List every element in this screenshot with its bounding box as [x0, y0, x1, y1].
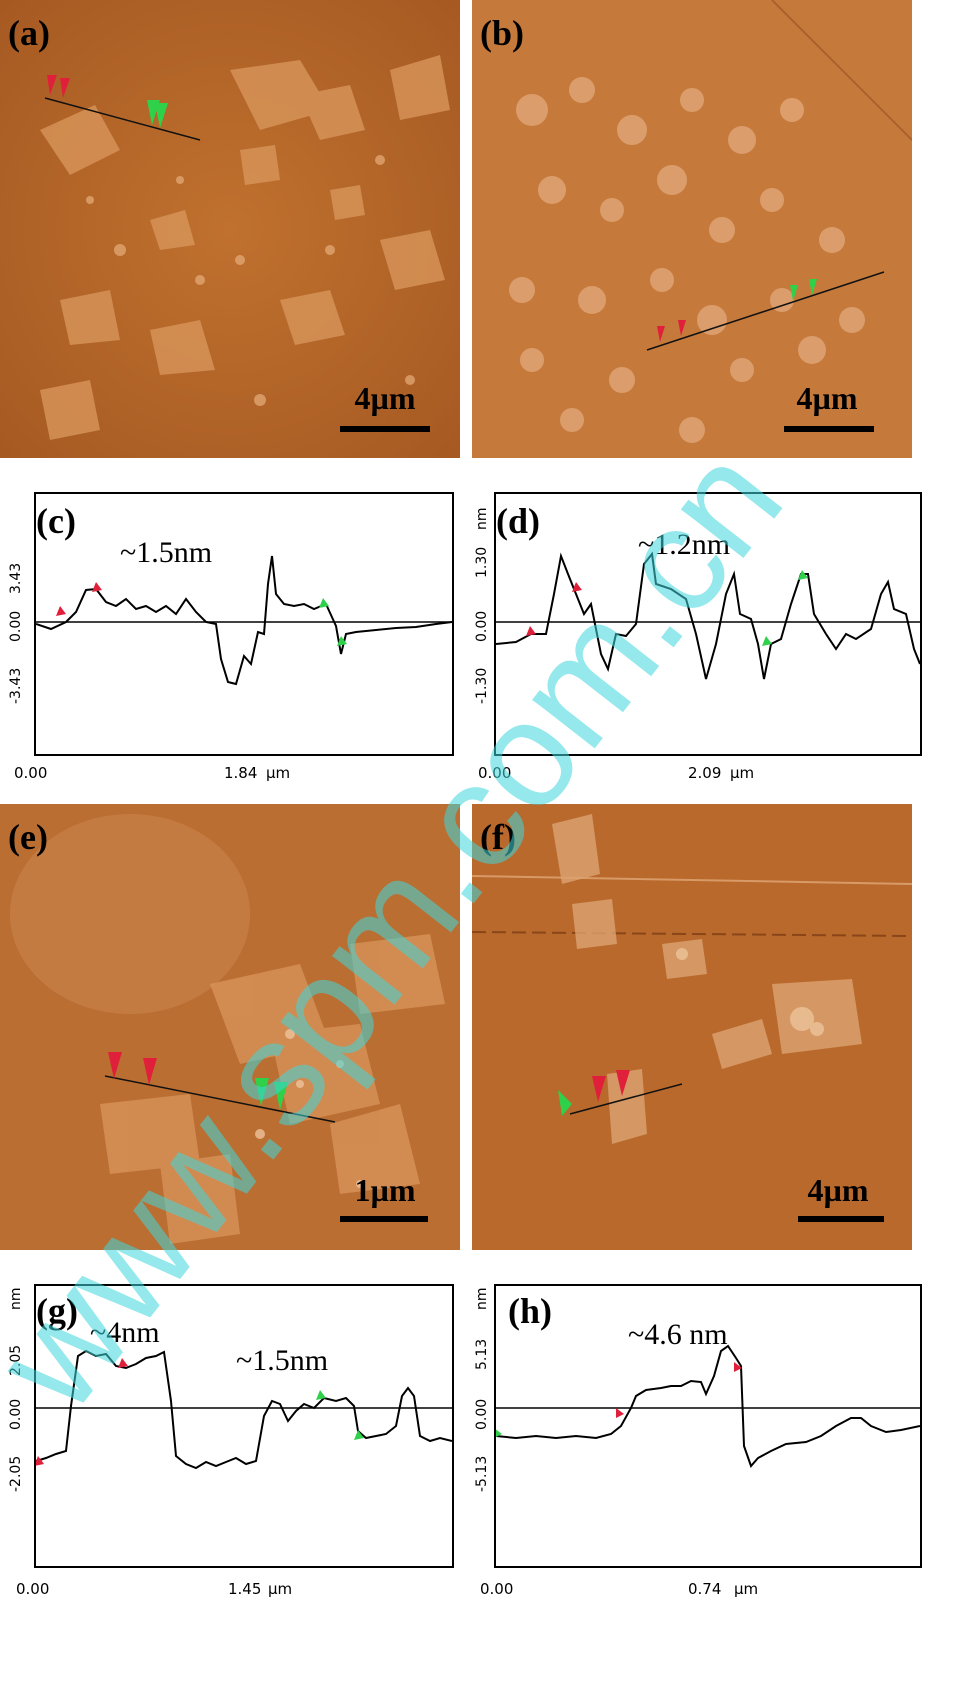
scale-bar-a: [340, 426, 430, 432]
height-profile-c: (c) ~1.5nm 3.43 0.00 -3.43 0.00 1.84 µm: [0, 468, 460, 794]
marker-group-f: [558, 1070, 630, 1116]
annotation-g-left: ~4nm: [90, 1316, 160, 1349]
profile-plot-c: [35, 555, 453, 686]
afm-image-f: (f) 4µm: [472, 804, 912, 1250]
xtick-start-d: 0.00: [478, 764, 512, 782]
ytick-bot-h: -5.13: [474, 1455, 490, 1492]
xtick-mid-c: 1.84: [224, 764, 258, 782]
ytick-mid-c: 0.00: [8, 610, 24, 642]
marker-group-e: [108, 1052, 288, 1110]
marker-group-a: [47, 75, 168, 128]
marker-group-b: [657, 279, 817, 342]
panel-label-f: (f): [480, 817, 516, 857]
xtick-mid-d: 2.09: [688, 764, 722, 782]
profile-frame-c: [34, 492, 454, 756]
ytick-top-h: 5.13: [474, 1338, 490, 1370]
panel-label-a: (a): [8, 13, 50, 53]
afm-texture-b: [472, 0, 912, 458]
scale-label-e: 1µm: [354, 1172, 416, 1208]
scale-label-b: 4µm: [796, 380, 858, 416]
xtick-start-h: 0.00: [480, 1580, 514, 1598]
xtick-start-g: 0.00: [16, 1580, 50, 1598]
yunit-d: nm: [474, 507, 490, 530]
panel-label-b: (b): [480, 13, 524, 53]
ytick-bot-c: -3.43: [8, 667, 24, 704]
ytick-bot-g: -2.05: [8, 1455, 24, 1492]
afm-texture-f: [472, 804, 912, 1250]
profile-frame-d: [494, 492, 922, 756]
yunit-g: nm: [8, 1287, 24, 1310]
xtick-mid-g: 1.45: [228, 1580, 262, 1598]
scale-bar-b: [784, 426, 874, 432]
afm-texture-e: [0, 804, 460, 1250]
xunit-d: µm: [730, 764, 755, 782]
height-profile-h: (h) ~4.6 nm nm 5.13 0.00 -5.13 0.00 0.74…: [468, 1270, 922, 1681]
panel-label-c: (c): [36, 501, 76, 541]
annotation-c: ~1.5nm: [120, 536, 213, 569]
profile-frame-h: [494, 1284, 922, 1568]
afm-texture-a: [0, 0, 460, 458]
scale-label-f: 4µm: [807, 1172, 869, 1208]
xunit-h: µm: [734, 1580, 759, 1598]
scale-bar-f: [798, 1216, 884, 1222]
profile-plot-d: [495, 551, 921, 680]
scale-label-a: 4µm: [354, 380, 416, 416]
xunit-g: µm: [268, 1580, 293, 1598]
panel-label-e: (e): [8, 817, 48, 857]
xunit-c: µm: [266, 764, 291, 782]
profile-frame-g: [34, 1284, 454, 1568]
ytick-top-g: 2.05: [8, 1344, 24, 1376]
annotation-g-right: ~1.5nm: [236, 1344, 329, 1377]
ytick-mid-d: 0.00: [474, 610, 490, 642]
ytick-mid-h: 0.00: [474, 1398, 490, 1430]
height-profile-g: (g) ~4nm ~1.5nm nm 2.05 0.00 -2.05 0.00 …: [0, 1270, 460, 1681]
xtick-mid-h: 0.74: [688, 1580, 722, 1598]
annotation-h: ~4.6 nm: [628, 1318, 728, 1351]
annotation-d: ~1.2nm: [638, 528, 731, 561]
profile-plot-g: [34, 1349, 453, 1470]
panel-label-h: (h): [508, 1291, 552, 1331]
ytick-top-d: 1.30: [474, 546, 490, 578]
ytick-mid-g: 0.00: [8, 1398, 24, 1430]
profile-plot-h: [494, 1344, 921, 1468]
panel-label-g: (g): [36, 1291, 78, 1331]
afm-image-a: (a) 4µm: [0, 0, 460, 458]
ytick-bot-d: -1.30: [474, 667, 490, 704]
panel-label-d: (d): [496, 501, 540, 541]
height-profile-d: (d) ~1.2nm 1.30 nm 0.00 -1.30 0.00 2.09 …: [468, 468, 922, 794]
xtick-start-c: 0.00: [14, 764, 48, 782]
ytick-top-c: 3.43: [8, 562, 24, 594]
afm-image-b: (b) 4µm: [472, 0, 912, 458]
scale-bar-e: [340, 1216, 428, 1222]
yunit-h: nm: [474, 1287, 490, 1310]
afm-image-e: (e) 1µm: [0, 804, 460, 1250]
